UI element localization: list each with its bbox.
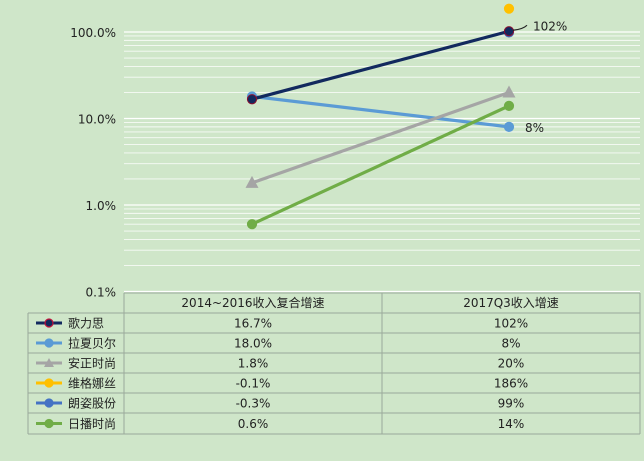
category-label: 2014~2016收入复合增速 [181,295,324,310]
data-label: 0.6% [238,417,269,431]
data-point [503,100,515,111]
legend-marker [44,338,54,348]
data-label: 14% [498,417,525,431]
legend-marker [44,418,54,429]
legend-label: 维格娜丝 [68,376,116,391]
annotation-label: 102% [533,19,567,33]
data-label: 18.0% [234,337,272,351]
category-label: 2017Q3收入增速 [463,296,559,310]
data-label: 1.8% [238,357,269,371]
data-label: 99% [498,397,525,411]
data-point [503,121,515,132]
legend-marker [44,378,54,388]
series-line [250,29,511,101]
y-axis: 0.1% 1.0% 10.0% 100.0% [70,26,116,300]
y-tick-label: 1.0% [86,199,117,213]
legend-label: 歌力思 [68,316,104,331]
legend-marker [44,318,54,328]
data-point [245,175,259,188]
series-group [245,3,516,230]
legend-label: 安正时尚 [68,356,116,371]
legend-label: 朗姿股份 [68,397,116,411]
annotations: 102% 8% [512,19,567,135]
y-tick-label: 0.1% [86,286,117,300]
legend-label: 拉夏贝尔 [68,336,116,351]
data-label: -0.1% [236,377,271,391]
data-label: 16.7% [234,317,272,331]
legend-marker [44,398,54,408]
data-point [503,26,515,37]
legend-label: 日播时尚 [68,417,116,431]
data-point [246,94,258,105]
data-label: 8% [501,337,520,351]
data-point [502,85,516,98]
data-label: -0.3% [236,397,271,411]
data-point [246,219,258,230]
annotation-leader [512,24,528,31]
legend-marker [44,358,54,367]
series-line [250,94,511,129]
data-label: 20% [498,357,525,371]
data-label: 186% [494,377,528,391]
data-point [503,3,515,14]
data-label: 102% [494,317,528,331]
y-tick-label: 100.0% [70,26,116,40]
y-tick-label: 10.0% [78,113,116,127]
annotation-label: 8% [525,121,544,135]
series-line [250,104,511,226]
series-line [250,90,511,185]
